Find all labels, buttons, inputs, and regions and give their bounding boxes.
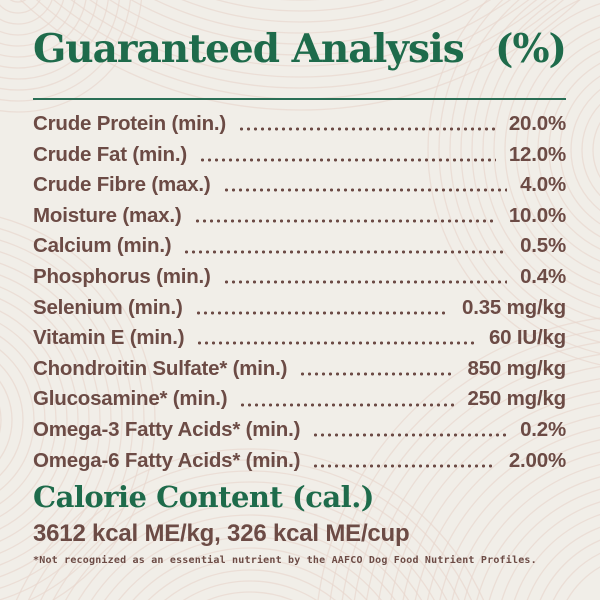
nutrient-value: 60 IU/kg — [488, 326, 566, 350]
dot-leader — [193, 218, 496, 225]
nutrient-label: Glucosamine* (min.) — [33, 387, 228, 411]
nutrient-value: 12.0% — [508, 142, 566, 166]
nutrient-label: Omega-3 Fatty Acids* (min.) — [33, 417, 301, 441]
analysis-row: Vitamin E (min.) 60 IU/kg — [33, 323, 566, 354]
nutrient-value: 0.5% — [520, 234, 566, 258]
calorie-heading: Calorie Content (cal.) — [33, 479, 375, 514]
nutrient-value: 250 mg/kg — [467, 387, 567, 411]
nutrient-value: 0.35 mg/kg — [462, 295, 566, 319]
percent-unit-label: (%) — [495, 26, 567, 72]
dot-leader — [194, 309, 450, 316]
analysis-row: Chondroitin Sulfate* (min.) 850 mg/kg — [33, 353, 566, 384]
nutrient-label: Vitamin E (min.) — [33, 326, 185, 350]
nutrient-value: 10.0% — [508, 203, 566, 227]
analysis-row: Phosphorus (min.) 0.4% — [33, 262, 566, 293]
nutrient-value: 850 mg/kg — [467, 356, 567, 380]
nutrient-label: Phosphorus (min.) — [33, 264, 211, 288]
dot-leader — [299, 371, 455, 378]
nutrient-label: Selenium (min.) — [33, 295, 183, 319]
dot-leader — [312, 432, 508, 439]
analysis-row: Glucosamine* (min.) 250 mg/kg — [33, 384, 566, 415]
dot-leader — [183, 248, 508, 255]
section-header: Guaranteed Analysis (%) — [33, 26, 567, 72]
dot-leader — [222, 279, 508, 286]
nutrient-value: 0.4% — [520, 264, 566, 288]
dot-leader — [222, 187, 508, 194]
dot-leader — [239, 401, 455, 408]
analysis-row: Omega-6 Fatty Acids* (min.) 2.00% — [33, 445, 566, 476]
nutrient-value: 0.2% — [520, 417, 566, 441]
analysis-row: Crude Fibre (max.) 4.0% — [33, 170, 566, 201]
dot-leader — [238, 126, 496, 133]
calorie-values: 3612 kcal ME/kg, 326 kcal ME/cup — [33, 520, 410, 548]
page-title: Guaranteed Analysis — [33, 26, 465, 72]
analysis-row: Crude Fat (min.) 12.0% — [33, 139, 566, 170]
aafco-footnote: *Not recognized as an essential nutrient… — [33, 554, 537, 566]
nutrient-label: Crude Protein (min.) — [33, 111, 227, 135]
dot-leader — [196, 340, 476, 347]
nutrient-label: Calcium (min.) — [33, 234, 172, 258]
analysis-row: Moisture (max.) 10.0% — [33, 200, 566, 231]
nutrient-label: Moisture (max.) — [33, 203, 182, 227]
analysis-row: Crude Protein (min.) 20.0% — [33, 109, 566, 140]
nutrient-label: Crude Fibre (max.) — [33, 173, 211, 197]
analysis-row: Omega-3 Fatty Acids* (min.) 0.2% — [33, 415, 566, 446]
nutrient-label: Crude Fat (min.) — [33, 142, 187, 166]
nutrient-value: 20.0% — [508, 111, 566, 135]
analysis-table: Crude Protein (min.) 20.0% Crude Fat (mi… — [33, 109, 566, 476]
analysis-row: Calcium (min.) 0.5% — [33, 231, 566, 262]
analysis-row: Selenium (min.) 0.35 mg/kg — [33, 292, 566, 323]
nutrient-value: 2.00% — [508, 448, 566, 472]
nutrient-label: Omega-6 Fatty Acids* (min.) — [33, 448, 301, 472]
nutrient-label: Chondroitin Sulfate* (min.) — [33, 356, 288, 380]
dot-leader — [198, 156, 496, 163]
dot-leader — [312, 462, 496, 469]
nutrient-value: 4.0% — [520, 173, 566, 197]
header-divider — [33, 97, 566, 100]
